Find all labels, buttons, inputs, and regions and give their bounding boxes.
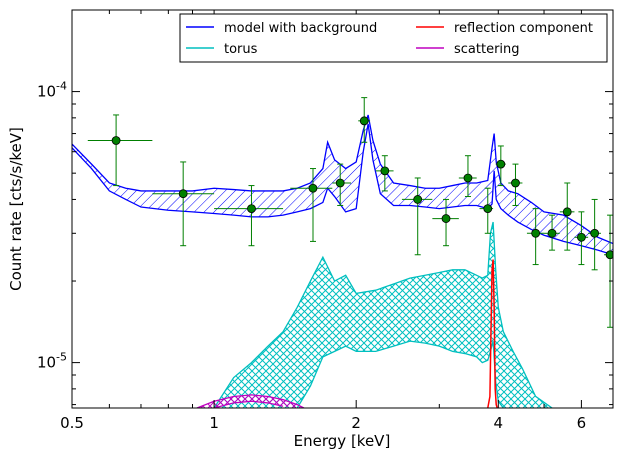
legend-label: model with background (224, 21, 377, 36)
data-marker (178, 189, 188, 199)
data-marker (483, 204, 493, 214)
model-with-background-lower-line (72, 123, 613, 256)
plot-area (72, 97, 613, 408)
data-marker (547, 228, 557, 238)
legend-label: reflection component (454, 21, 593, 36)
data-marker (111, 136, 121, 145)
data-point (588, 198, 601, 271)
data-marker (380, 166, 390, 176)
data-marker (562, 207, 572, 217)
y-tick-label: 10-5 (37, 351, 67, 372)
data-marker (463, 173, 473, 183)
legend-item-torus: torus (186, 42, 258, 57)
data-marker (511, 178, 520, 188)
x-tick-label: 0.5 (60, 414, 84, 432)
x-tick-label: 1 (209, 414, 219, 432)
data-marker (359, 116, 369, 126)
data-point (375, 155, 394, 192)
data-point (358, 97, 371, 143)
model-with-background-upper-line (72, 114, 613, 245)
plot-frame (71, 9, 614, 409)
data-point (432, 198, 459, 247)
torus-upper-line (213, 221, 553, 408)
legend-frame (179, 13, 608, 63)
x-axis-label: Energy [keV] (294, 432, 391, 450)
legend-item-model-with-background: model with background (186, 21, 377, 36)
data-point (495, 145, 506, 187)
data-point (574, 211, 589, 266)
legend-label: scattering (454, 42, 520, 57)
data-point (332, 163, 351, 206)
data-point (458, 155, 477, 198)
data-point (559, 182, 575, 251)
data-marker (413, 195, 423, 204)
data-marker (441, 214, 451, 223)
reflection-component-line (487, 259, 498, 408)
x-tick-label: 6 (577, 414, 587, 432)
legend: model with background reflection componen… (179, 13, 608, 63)
data-point (214, 185, 284, 247)
data-point (479, 187, 494, 234)
data-marker (576, 232, 586, 242)
scattering-lower-line (213, 400, 284, 408)
scattering-upper-line (196, 394, 305, 408)
torus-band (214, 222, 553, 408)
data-point (152, 161, 215, 247)
data-point (508, 163, 523, 206)
data-marker (247, 204, 256, 214)
y-axis-label: Count rate [cts/s/keV] (7, 127, 25, 291)
data-marker (496, 159, 506, 169)
legend-label: torus (224, 42, 258, 57)
data-marker (590, 228, 600, 238)
data-marker (308, 183, 318, 193)
x-tick-label: 2 (351, 414, 361, 432)
legend-item-reflection-component: reflection component (416, 21, 593, 36)
axis-ticks: 0.5 1 2 4 6 10-5 10-4 (37, 9, 614, 432)
data-point (544, 214, 560, 251)
y-tick-label: 10-4 (37, 80, 67, 101)
data-point (526, 208, 545, 266)
data-point (401, 177, 433, 256)
data-point (290, 168, 333, 242)
torus-lower-line (296, 340, 504, 408)
data-marker (605, 250, 613, 260)
data-marker (335, 178, 345, 188)
data-marker (531, 228, 541, 238)
legend-item-scattering: scattering (416, 42, 520, 57)
data-point (604, 214, 613, 328)
data-point (87, 114, 153, 187)
x-tick-label: 4 (494, 414, 504, 432)
